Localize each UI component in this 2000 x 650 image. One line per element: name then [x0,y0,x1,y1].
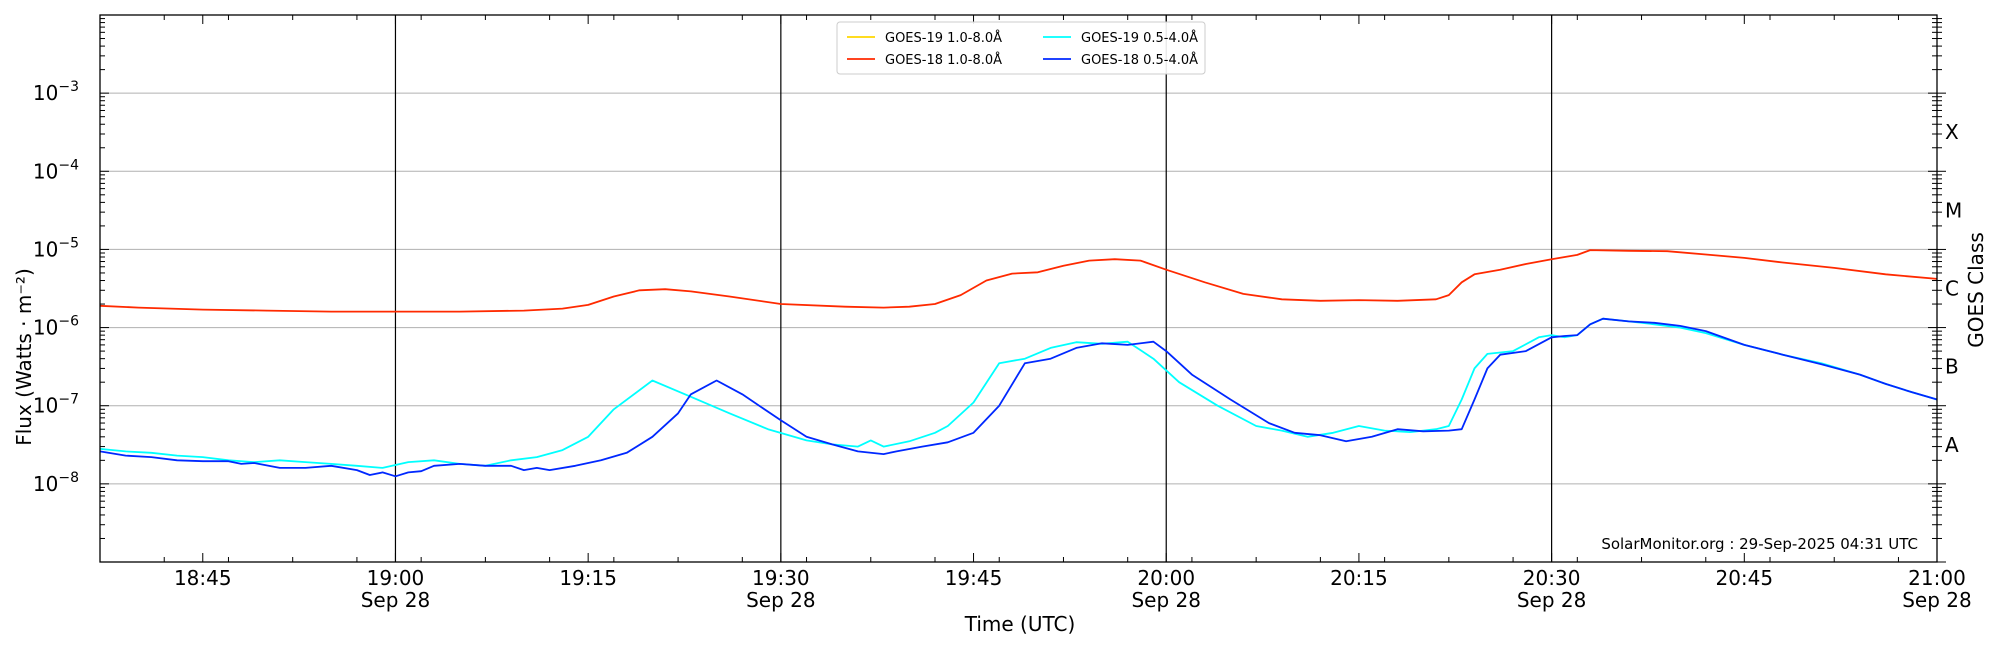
legend-entry: GOES-18 1.0-8.0Å [885,52,1002,68]
goes-class-label: C [1945,277,1959,301]
x-tick-date-label: Sep 28 [1131,588,1201,612]
legend-box [836,21,1206,75]
watermark-text: SolarMonitor.org : 29-Sep-2025 04:31 UTC [1601,535,1918,553]
x-tick-label: 19:45 [945,566,1003,590]
legend: GOES-19 1.0-8.0Å GOES-18 1.0-8.0Å GOES-19 … [836,21,1206,75]
y-tick-label: 10−4 [33,157,79,183]
x-tick-label: 19:15 [559,566,617,590]
series-line [99,317,1938,469]
series-line [99,317,1938,478]
x-tick-label: 20:15 [1330,566,1388,590]
goes-class-label: M [1945,198,1962,222]
y-tick-label: 10−8 [33,470,79,496]
x-tick-date-label: Sep 28 [361,588,431,612]
x-tick-date-label: Sep 28 [1902,588,1972,612]
x-axis-label: Time (UTC) [964,612,1076,636]
y-tick-label: 10−3 [33,79,79,105]
y-tick-label: 10−6 [33,314,79,340]
x-tick-label: 20:00 [1137,566,1195,590]
right-axis-label: GOES Class [1964,232,1988,348]
goes-class-label: X [1945,120,1959,144]
legend-entry: GOES-18 0.5-4.0Å [1081,52,1198,68]
legend-entry: GOES-19 0.5-4.0Å [1081,30,1198,46]
x-tick-label: 20:45 [1715,566,1773,590]
x-tick-label: 19:00 [367,566,425,590]
x-tick-label: 18:45 [174,566,232,590]
legend-entry: GOES-19 1.0-8.0Å [885,30,1002,46]
x-tick-date-label: Sep 28 [1517,588,1587,612]
grid-layer [100,14,1937,563]
y-tick-label: 10−7 [33,392,79,418]
x-tick-date-label: Sep 28 [746,588,816,612]
y-axis-label: Flux (Watts · m⁻²) [12,268,36,446]
goes-class-label: B [1945,355,1959,379]
x-tick-label: 19:30 [752,566,810,590]
y-tick-label: 10−5 [33,235,79,261]
plot-frame [99,14,1938,563]
series-line [99,249,1938,313]
series-layer [99,249,1938,478]
vertical-lines-layer [394,15,1553,562]
goes-class-label: A [1945,433,1959,457]
x-tick-label: 20:30 [1523,566,1581,590]
x-tick-label: 21:00 [1908,566,1966,590]
